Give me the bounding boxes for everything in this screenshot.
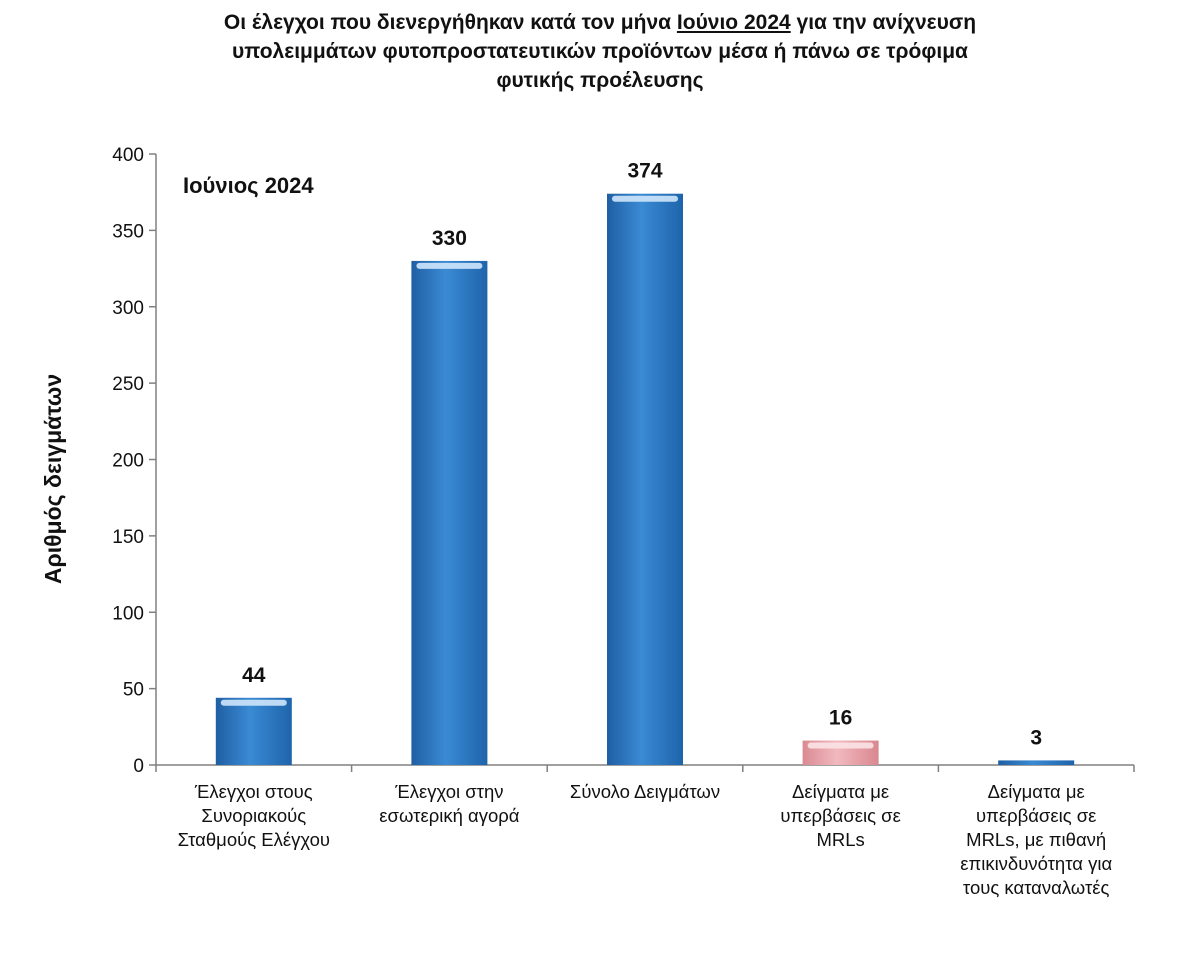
x-category-label: Σύνολο Δειγμάτων: [555, 780, 735, 804]
bar: [607, 193, 683, 766]
bar: [215, 697, 292, 765]
x-category-label: Έλεγχοι στην εσωτερική αγορά: [359, 780, 539, 828]
x-axis: [155, 764, 1135, 772]
bar: [411, 260, 488, 765]
x-category-label-line: Έλεγχοι στους: [194, 781, 313, 802]
title-line-3: φυτικής προέλευσης: [496, 69, 704, 92]
x-category-label: Έλεγχοι στους Συνοριακούς Σταθμούς Ελέγχου: [164, 780, 344, 852]
title-line-1: Οι έλεγχοι που διενεργήθηκαν κατά τον μή…: [0, 8, 1200, 37]
bar-value-label: 330: [432, 227, 467, 250]
x-category-label-line: Δείγματα με: [792, 781, 890, 802]
bar-value-label: 374: [627, 160, 662, 183]
y-tick-label: 100: [112, 603, 144, 624]
chart-title: Οι έλεγχοι που διενεργήθηκαν κατά τον μή…: [0, 8, 1200, 95]
bar: [998, 760, 1075, 765]
y-tick-label: 250: [112, 374, 144, 395]
bar-value-label: 44: [242, 664, 266, 687]
y-tick-label: 0: [133, 756, 144, 777]
x-category-label-line: εσωτερική αγορά: [379, 805, 520, 826]
bar-highlight: [612, 195, 678, 202]
y-axis: 0 50 100 150 200 250 300 350 400: [112, 145, 157, 777]
title-month-underlined: Ιούνιο 2024: [676, 11, 791, 34]
x-category-label-line: Σύνολο Δειγμάτων: [569, 781, 721, 802]
data-labels: 44 330 374 16 3: [242, 160, 1042, 750]
x-category-label-line: επικινδυνότητα για: [960, 853, 1113, 874]
x-category-label-line: Σταθμούς Ελέγχου: [177, 829, 330, 850]
x-category-label-line: MRLs: [816, 829, 865, 850]
bar-value-label: 3: [1030, 726, 1042, 749]
x-category-label: Δείγματα με υπερβάσεις σε MRLs, με πιθανή ε…: [946, 780, 1126, 900]
x-category-label-line: Συνοριακούς: [201, 805, 307, 826]
y-tick-label: 150: [112, 527, 144, 548]
bars: [215, 193, 1075, 766]
y-tick-label: 350: [112, 221, 144, 242]
title-line-2: υπολειμμάτων φυτοπροστατευτικών προϊόντω…: [232, 40, 968, 63]
bar-highlight: [416, 262, 483, 269]
x-category-label-line: υπερβάσεις σε: [975, 805, 1097, 826]
y-tick-label: 50: [123, 680, 144, 701]
bar-highlight: [807, 742, 874, 749]
chart-annotation: Ιούνιος 2024: [183, 173, 314, 198]
y-axis-label: Αριθμός δειγμάτων: [40, 374, 66, 584]
bar-highlight: [220, 699, 287, 706]
title-line-1-start: Οι έλεγχοι που διενεργήθηκαν κατά τον μή…: [223, 11, 677, 34]
x-category-label: Δείγματα με υπερβάσεις σε MRLs: [751, 780, 931, 852]
title-line-1-end: για την ανίχνευση: [790, 11, 977, 34]
x-category-label-line: MRLs, με πιθανή: [966, 829, 1107, 850]
x-category-label-line: Δείγματα με: [987, 781, 1085, 802]
y-tick-label: 200: [112, 451, 144, 472]
y-tick-label: 400: [112, 145, 144, 166]
x-category-label-line: Έλεγχοι στην: [395, 781, 504, 802]
bar-value-label: 16: [829, 707, 852, 730]
x-category-label-line: τους καταναλωτές: [962, 877, 1110, 898]
y-tick-label: 300: [112, 298, 144, 319]
x-category-label-line: υπερβάσεις σε: [780, 805, 901, 826]
